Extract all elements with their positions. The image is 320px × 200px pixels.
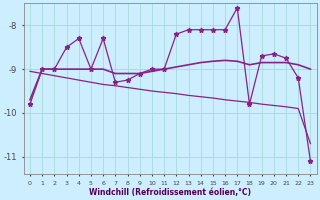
X-axis label: Windchill (Refroidissement éolien,°C): Windchill (Refroidissement éolien,°C) [89,188,251,197]
